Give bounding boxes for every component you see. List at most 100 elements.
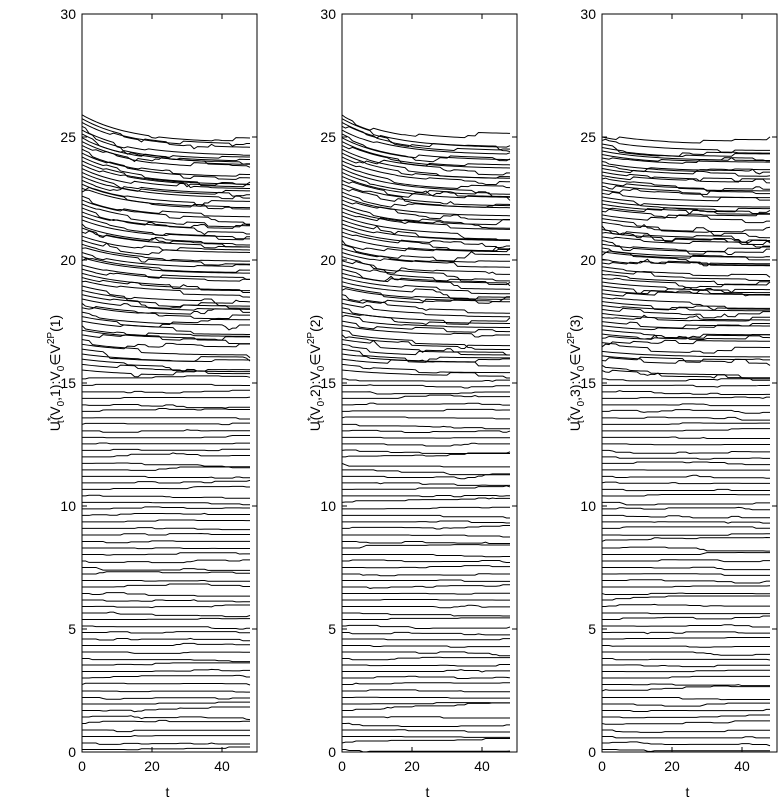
axes-frame bbox=[601, 13, 778, 753]
series-line bbox=[82, 479, 251, 484]
series-line bbox=[82, 325, 251, 337]
series-line bbox=[342, 203, 511, 226]
series-line bbox=[82, 264, 251, 281]
series-line bbox=[342, 664, 510, 667]
series-line bbox=[82, 133, 251, 159]
series-line bbox=[342, 195, 511, 221]
series-line bbox=[82, 203, 251, 228]
series-line bbox=[602, 449, 770, 454]
series-line bbox=[602, 196, 771, 215]
series-line bbox=[82, 252, 251, 268]
series-line bbox=[602, 603, 770, 607]
series-line bbox=[82, 289, 251, 309]
y-tick-label: 15 bbox=[60, 375, 76, 391]
series-line bbox=[342, 604, 510, 609]
series-line bbox=[342, 716, 510, 719]
x-tick-label: 40 bbox=[474, 758, 490, 774]
series-line bbox=[82, 172, 251, 200]
series-line bbox=[342, 584, 510, 589]
series-line bbox=[82, 358, 251, 373]
series-line bbox=[602, 428, 770, 432]
series-line bbox=[342, 520, 510, 524]
y-tick-label: 25 bbox=[60, 129, 76, 145]
series-line bbox=[602, 277, 771, 289]
series-line bbox=[82, 125, 251, 165]
series-line bbox=[82, 389, 250, 394]
x-tick-label: 40 bbox=[734, 758, 750, 774]
series-line bbox=[342, 314, 511, 329]
series-line bbox=[82, 706, 250, 713]
series-line bbox=[342, 118, 511, 151]
series-line bbox=[342, 391, 510, 395]
series-line bbox=[342, 485, 511, 490]
series-line bbox=[602, 526, 770, 529]
series-line bbox=[602, 207, 771, 217]
series-line bbox=[602, 729, 770, 733]
series-line bbox=[82, 540, 250, 544]
series-line bbox=[602, 669, 770, 673]
series-line bbox=[602, 702, 770, 707]
axes-frame bbox=[81, 13, 258, 753]
series-line bbox=[82, 617, 250, 620]
series-line bbox=[602, 631, 770, 635]
series-line bbox=[602, 301, 771, 312]
series-line bbox=[342, 125, 511, 153]
series-line bbox=[602, 225, 771, 246]
series-line bbox=[82, 658, 250, 663]
series-line bbox=[82, 674, 250, 679]
series-line bbox=[602, 506, 770, 511]
series-line bbox=[342, 219, 511, 241]
series-line bbox=[602, 314, 771, 321]
x-tick-label: 20 bbox=[404, 758, 420, 774]
series-line bbox=[82, 448, 250, 452]
series-line bbox=[342, 358, 511, 364]
series-line bbox=[342, 223, 511, 242]
series-line bbox=[82, 571, 250, 575]
series-line bbox=[342, 416, 510, 420]
panel-2: 0 5 10 15 20 25 30 0 20 40 t U*t(V0,2):V0∈V2P(2) bbox=[306, 6, 518, 800]
series-line bbox=[602, 243, 771, 255]
series-line bbox=[82, 637, 250, 642]
series-line bbox=[82, 494, 250, 499]
series-line bbox=[602, 364, 771, 379]
series-line bbox=[342, 281, 511, 300]
series-line bbox=[342, 302, 511, 318]
series-line bbox=[342, 644, 510, 648]
x-tick-label: 0 bbox=[338, 758, 346, 774]
series-line bbox=[342, 656, 510, 661]
series-line bbox=[342, 264, 511, 286]
y-tick-label: 20 bbox=[60, 252, 76, 268]
y-tick-label: 20 bbox=[320, 252, 336, 268]
series-line bbox=[602, 270, 771, 281]
series-line bbox=[82, 141, 251, 167]
series-line bbox=[82, 223, 251, 248]
series-line bbox=[342, 696, 510, 699]
series-line bbox=[602, 664, 770, 668]
series-line bbox=[82, 396, 251, 399]
series-line bbox=[342, 669, 510, 673]
series-line bbox=[342, 553, 510, 558]
series-line bbox=[342, 429, 511, 434]
series-line bbox=[342, 592, 510, 595]
series-line bbox=[602, 240, 771, 256]
series-line bbox=[342, 494, 510, 498]
series-line bbox=[602, 592, 770, 596]
series-line bbox=[602, 307, 771, 319]
x-tick-label: 20 bbox=[144, 758, 160, 774]
series-line bbox=[602, 182, 771, 195]
series-line bbox=[342, 268, 511, 290]
series-line bbox=[602, 683, 770, 687]
series-line bbox=[602, 566, 770, 571]
series-line bbox=[602, 297, 771, 310]
series-line bbox=[82, 183, 251, 207]
series-line bbox=[342, 436, 510, 439]
series-line bbox=[342, 114, 511, 139]
series-line bbox=[342, 175, 511, 196]
series-line bbox=[602, 203, 771, 213]
series-line bbox=[342, 534, 510, 538]
series-line bbox=[82, 631, 250, 634]
series-line bbox=[82, 690, 251, 693]
series-line bbox=[602, 749, 770, 752]
series-line bbox=[602, 714, 770, 719]
series-line bbox=[82, 235, 251, 256]
